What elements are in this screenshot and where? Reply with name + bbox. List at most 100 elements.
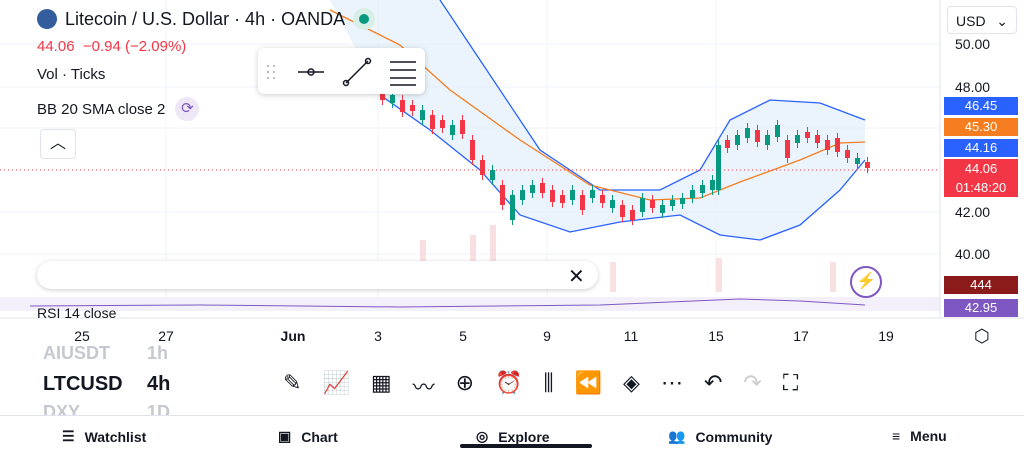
indicators-tool[interactable]: 📈 (322, 370, 350, 395)
redo-tool[interactable]: ↷ (743, 370, 762, 395)
rsi-badge: 42.95 (944, 299, 1018, 317)
interval: 4h (147, 373, 171, 395)
rsi-line (29, 298, 866, 308)
date-label: 3 (374, 328, 382, 344)
candle-body (540, 183, 545, 193)
price-axis-label: 48.00 (955, 79, 991, 95)
candle-body (755, 130, 760, 142)
home-indicator (460, 444, 592, 448)
date-label: 27 (158, 328, 174, 344)
settings-icon[interactable]: ⬡ (974, 326, 990, 346)
date-label: 11 (623, 328, 639, 344)
interval: 1h (147, 345, 169, 363)
candle-body (380, 90, 385, 100)
upper-badge: 46.45 (944, 97, 1018, 115)
replay-tool[interactable]: ⏪ (574, 370, 603, 395)
candle-body (725, 140, 730, 148)
symbol-header[interactable]: Litecoin / U.S. Dollar · 4h · OANDA (37, 8, 376, 30)
date-label: 17 (793, 328, 809, 344)
currency: USD (956, 13, 986, 29)
nav-explore[interactable]: ◎ Explore (476, 428, 550, 445)
collapse-button[interactable]: ︿ (40, 129, 76, 159)
candle-body (440, 120, 445, 128)
date-label: 5 (459, 328, 467, 344)
band-fill (330, 0, 865, 240)
indicator[interactable]: BB 20 SMA close 2 ⟳ (37, 97, 200, 121)
drawing-toolbar[interactable] (258, 48, 425, 94)
price-line: 44.06 −0.94 (−2.09%) (37, 38, 186, 55)
close-button[interactable]: ✕ (568, 266, 585, 288)
candle-body (710, 180, 715, 190)
candle-body (650, 200, 655, 208)
currency-select[interactable]: USD ⌄ (947, 6, 1017, 34)
candle-body (510, 195, 515, 220)
candle-body (865, 162, 870, 168)
candle-body (620, 205, 625, 217)
price: 44.06 (37, 38, 75, 55)
nav-border (0, 415, 1024, 416)
rsi-pane (0, 297, 940, 311)
nav-community[interactable]: 👥 Community (668, 428, 773, 445)
candle-body (765, 135, 770, 145)
middle-badge: 45.30 (944, 118, 1018, 136)
candle-body (785, 140, 790, 158)
indicator-label: BB 20 SMA close 2 (37, 100, 166, 118)
patterns-tool[interactable]: 〰 (412, 375, 435, 400)
candle-body (460, 120, 465, 134)
nav-chart[interactable]: ▣ Chart (278, 428, 338, 445)
layout-tool[interactable]: ▦ (370, 370, 392, 395)
symbol: LTCUSD (43, 373, 123, 395)
alert-tool[interactable]: ⏰ (495, 370, 523, 395)
candle-body (845, 150, 850, 158)
drawing-tools (267, 57, 416, 87)
last-badge: 44.06 01:48:20 (944, 159, 1018, 197)
candle-body (530, 185, 535, 193)
symbol: AIUSDT (43, 345, 110, 363)
nav-label: Menu (910, 428, 947, 444)
search-bar[interactable]: ✕ (37, 261, 598, 289)
undo-tool[interactable]: ↶ (703, 370, 723, 395)
price-axis-label: 40.00 (955, 246, 991, 262)
candle-body (835, 138, 840, 152)
candle-body (825, 140, 830, 150)
nav-menu[interactable]: ≡ Menu (892, 428, 947, 444)
candle-body (670, 200, 675, 206)
candle-body (640, 198, 645, 212)
candle-body (600, 195, 605, 203)
candle-body (660, 205, 665, 213)
candle-body (480, 160, 485, 175)
candle-body (680, 198, 685, 204)
candle-body (805, 132, 810, 138)
date-label: 15 (708, 328, 724, 344)
nav-label: Community (695, 428, 773, 445)
chart (0, 0, 1024, 319)
draw-tool[interactable]: ✎ (283, 370, 302, 395)
candle-body (520, 190, 525, 200)
date-label: 9 (543, 328, 551, 344)
add-tool[interactable]: ⊕ (455, 370, 475, 395)
fullscreen-tool[interactable]: ⛶ (782, 370, 799, 395)
candle-body (590, 190, 595, 198)
watchlist-wheel[interactable]: AIUSDT 1h LTCUSD 4h DXY 1D (0, 345, 240, 415)
interval: 1D (147, 402, 171, 415)
more-tool[interactable]: ⋯ (660, 370, 683, 395)
change: −0.94 (−2.09%) (82, 38, 187, 55)
assistant-button[interactable]: ⚡ (850, 266, 882, 298)
lower-badge: 44.16 (944, 139, 1018, 157)
candle-body (690, 190, 695, 198)
candle-body (570, 190, 575, 200)
candle-body (745, 128, 750, 138)
coin-icon (37, 9, 57, 29)
candle-body (610, 200, 615, 208)
layers-tool[interactable]: ◈ (623, 370, 640, 395)
chart-type-tool[interactable]: ⫼ (543, 370, 554, 395)
candle-body (500, 185, 505, 205)
candle-body (795, 135, 800, 143)
candle-body (490, 170, 495, 180)
candle-body (630, 210, 635, 220)
title: Litecoin / U.S. Dollar · 4h · OANDA (65, 8, 346, 29)
candle-body (775, 125, 780, 137)
nav-watchlist[interactable]: ☰ Watchlist (62, 428, 147, 445)
nav-label: Explore (498, 428, 550, 445)
